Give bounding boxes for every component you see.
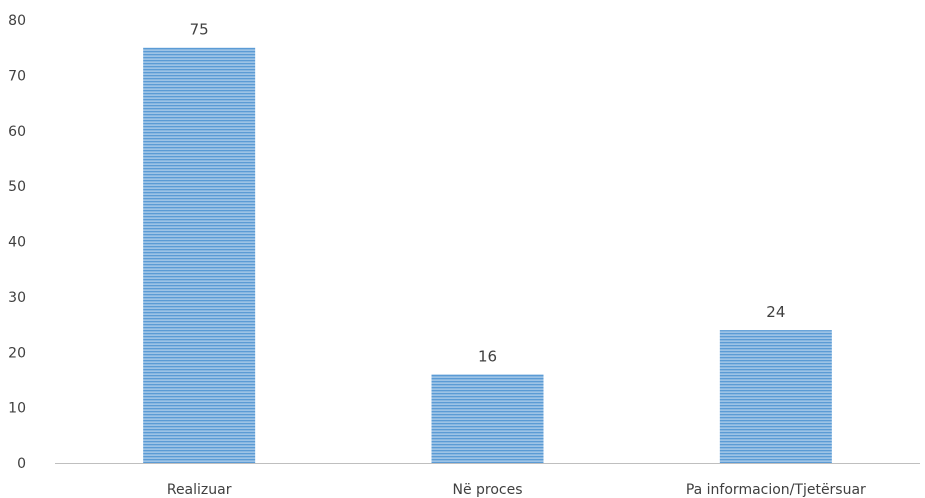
bar xyxy=(143,47,256,463)
bars-group xyxy=(143,47,832,463)
data-label: 75 xyxy=(190,21,209,39)
y-axis-tick-labels: 0 10 20 30 40 50 60 70 80 xyxy=(8,13,26,472)
data-label: 24 xyxy=(766,303,785,321)
y-tick-label: 0 xyxy=(17,456,26,472)
y-tick-label: 20 xyxy=(8,345,26,361)
y-tick-label: 40 xyxy=(8,235,26,251)
y-tick-label: 60 xyxy=(8,124,26,140)
x-axis-category-labels: Realizuar Në proces Pa informacion/Tjetërs… xyxy=(167,482,866,498)
bar xyxy=(719,330,832,463)
x-category-label: Pa informacion/Tjetërsuar xyxy=(686,482,866,498)
x-category-label: Realizuar xyxy=(167,482,232,498)
y-tick-label: 80 xyxy=(8,13,26,29)
y-tick-label: 50 xyxy=(8,179,26,195)
y-tick-label: 30 xyxy=(8,290,26,306)
x-category-label: Në proces xyxy=(452,482,522,498)
data-label: 16 xyxy=(478,347,497,365)
bar xyxy=(431,374,544,463)
data-labels-group: 75 16 24 xyxy=(190,21,786,366)
y-tick-label: 70 xyxy=(8,68,26,84)
y-tick-label: 10 xyxy=(8,401,26,417)
